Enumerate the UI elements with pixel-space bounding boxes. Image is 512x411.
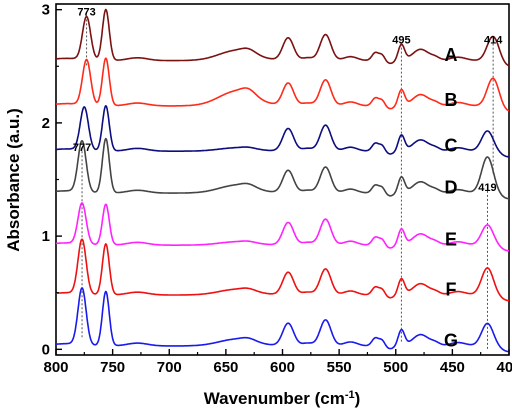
x-tick-label: 700 xyxy=(157,359,182,376)
curve-label-B: B xyxy=(445,90,458,110)
x-tick-label: 750 xyxy=(100,359,125,376)
curve-label-A: A xyxy=(445,45,458,65)
y-tick-label: 0 xyxy=(42,341,50,358)
curve-label-F: F xyxy=(446,279,457,299)
series-line-E xyxy=(55,202,510,252)
y-tick-label: 3 xyxy=(42,2,50,19)
x-tick-label: 400 xyxy=(496,359,512,376)
y-tick-label: 1 xyxy=(42,228,50,245)
series-line-F xyxy=(55,238,510,302)
series-line-B xyxy=(55,57,510,112)
y-axis-title: Absorbance (a.u.) xyxy=(4,108,23,252)
annotation-777: 777 xyxy=(73,142,91,154)
x-tick-label: 550 xyxy=(327,359,352,376)
x-axis-title-sup: -1 xyxy=(345,389,355,401)
x-tick-label: 600 xyxy=(270,359,295,376)
curve-label-E: E xyxy=(445,230,457,250)
x-axis-title: Wavenumber (cm-1) xyxy=(204,389,361,408)
x-axis-title-close: ) xyxy=(355,389,361,408)
series-line-G xyxy=(55,287,510,353)
annotation-495: 495 xyxy=(392,35,410,47)
annotation-419: 419 xyxy=(478,182,496,194)
x-tick-label: 450 xyxy=(440,359,465,376)
curve-label-C: C xyxy=(445,136,458,156)
annotation-773: 773 xyxy=(77,6,95,18)
x-tick-label: 500 xyxy=(383,359,408,376)
y-tick-label: 2 xyxy=(42,115,50,132)
series-line-C xyxy=(55,105,510,158)
x-axis-title-main: Wavenumber (cm xyxy=(204,389,345,408)
curve-label-G: G xyxy=(444,330,458,350)
x-tick-label: 650 xyxy=(213,359,238,376)
series-line-D xyxy=(55,137,510,200)
annotation-414: 414 xyxy=(484,35,503,47)
curve-label-D: D xyxy=(445,177,458,197)
x-tick-label: 800 xyxy=(43,359,68,376)
series-line-A xyxy=(55,8,510,67)
